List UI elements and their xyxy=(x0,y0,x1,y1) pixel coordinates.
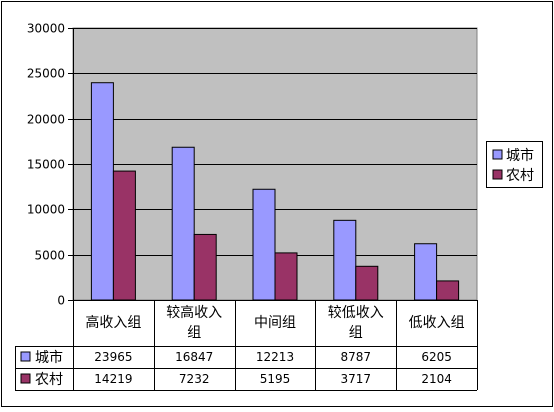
legend-label: 农村 xyxy=(506,168,534,184)
table-legend-key xyxy=(20,351,31,362)
y-tick-label: 25000 xyxy=(27,67,65,81)
data-label: 8787 xyxy=(341,350,372,364)
data-label: 14219 xyxy=(94,372,132,386)
bar-city xyxy=(171,146,195,301)
y-tick-label: 20000 xyxy=(27,113,65,127)
data-label: 12213 xyxy=(256,350,294,364)
bar-rural xyxy=(274,252,298,301)
bar-city xyxy=(414,243,438,301)
y-tick-label: 0 xyxy=(57,294,65,308)
legend-swatch xyxy=(492,169,503,180)
data-label: 23965 xyxy=(94,350,132,364)
legend-swatch xyxy=(492,149,503,160)
table-series-name: 农村 xyxy=(35,372,63,388)
category-label: 较低收入 xyxy=(328,305,384,321)
bar-rural xyxy=(355,265,379,301)
data-label: 2104 xyxy=(421,372,452,386)
y-tick-label: 5000 xyxy=(34,249,65,263)
bar-city xyxy=(252,188,276,301)
bar-rural xyxy=(112,170,136,301)
category-label: 较高收入 xyxy=(166,304,222,321)
bar-rural xyxy=(193,233,217,301)
bar-rural xyxy=(436,280,460,301)
data-label: 5195 xyxy=(260,372,291,386)
data-label: 16847 xyxy=(175,350,213,364)
data-label: 3717 xyxy=(341,372,372,386)
bar-city xyxy=(333,219,357,301)
y-tick-label: 10000 xyxy=(27,203,65,217)
legend-label: 城市 xyxy=(506,147,534,164)
bar-city xyxy=(90,82,114,301)
y-tick-label: 30000 xyxy=(27,22,65,36)
category-label: 组 xyxy=(349,325,363,341)
data-label: 6205 xyxy=(421,350,452,364)
y-tick-label: 15000 xyxy=(27,158,65,172)
legend-box xyxy=(486,141,543,188)
category-label: 中间组 xyxy=(254,315,296,331)
category-label: 高收入组 xyxy=(85,314,141,331)
table-series-name: 城市 xyxy=(35,349,63,366)
category-label: 组 xyxy=(187,325,201,341)
table-legend-key xyxy=(20,373,31,384)
category-label: 低收入组 xyxy=(409,315,465,331)
data-label: 7232 xyxy=(179,372,210,386)
